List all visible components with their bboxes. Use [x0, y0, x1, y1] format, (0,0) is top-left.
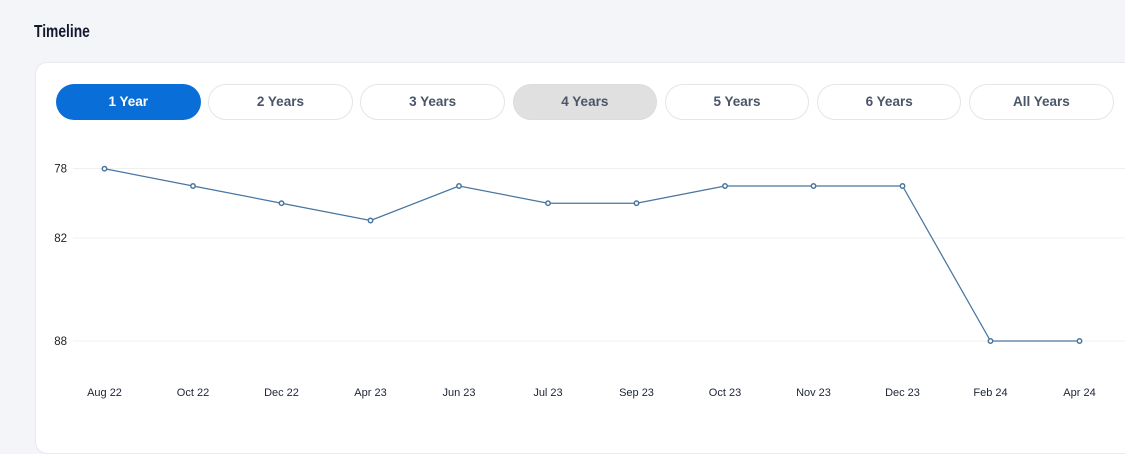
svg-text:Apr 24: Apr 24 — [1063, 387, 1095, 399]
svg-text:Sep 23: Sep 23 — [619, 387, 654, 399]
svg-text:82: 82 — [54, 233, 67, 245]
svg-text:Oct 22: Oct 22 — [177, 387, 209, 399]
svg-text:78: 78 — [54, 164, 67, 176]
svg-text:Oct 23: Oct 23 — [709, 387, 741, 399]
svg-text:88: 88 — [54, 336, 67, 348]
svg-text:Dec 22: Dec 22 — [264, 387, 299, 399]
svg-text:Nov 23: Nov 23 — [796, 387, 831, 399]
svg-text:Jun 23: Jun 23 — [442, 387, 475, 399]
svg-text:Dec 23: Dec 23 — [885, 387, 920, 399]
svg-text:Feb 24: Feb 24 — [973, 387, 1007, 399]
svg-text:Aug 22: Aug 22 — [87, 387, 122, 399]
svg-text:Jul 23: Jul 23 — [533, 387, 562, 399]
svg-text:Apr 23: Apr 23 — [354, 387, 386, 399]
